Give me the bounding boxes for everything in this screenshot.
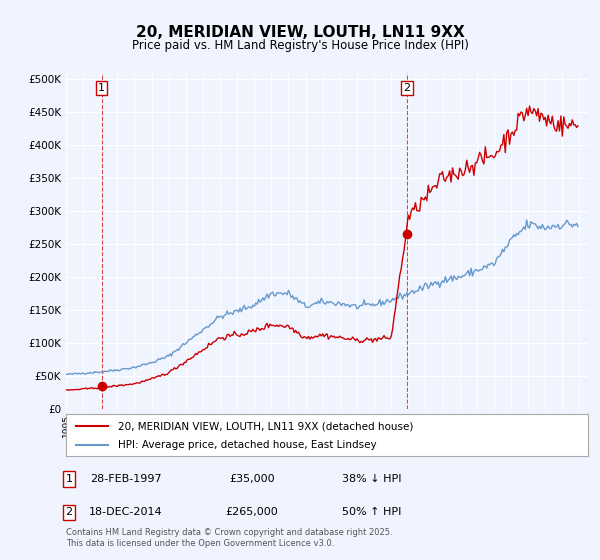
Text: HPI: Average price, detached house, East Lindsey: HPI: Average price, detached house, East…	[118, 440, 377, 450]
Text: 1: 1	[65, 474, 73, 484]
Text: 28-FEB-1997: 28-FEB-1997	[90, 474, 162, 484]
Text: Price paid vs. HM Land Registry's House Price Index (HPI): Price paid vs. HM Land Registry's House …	[131, 39, 469, 52]
Text: 50% ↑ HPI: 50% ↑ HPI	[343, 507, 401, 517]
Text: 38% ↓ HPI: 38% ↓ HPI	[342, 474, 402, 484]
Text: 2: 2	[65, 507, 73, 517]
Text: 20, MERIDIAN VIEW, LOUTH, LN11 9XX: 20, MERIDIAN VIEW, LOUTH, LN11 9XX	[136, 25, 464, 40]
Text: Contains HM Land Registry data © Crown copyright and database right 2025.
This d: Contains HM Land Registry data © Crown c…	[66, 528, 392, 548]
Text: £265,000: £265,000	[226, 507, 278, 517]
Text: £35,000: £35,000	[229, 474, 275, 484]
Text: 18-DEC-2014: 18-DEC-2014	[89, 507, 163, 517]
Text: 2: 2	[403, 83, 410, 93]
Text: 20, MERIDIAN VIEW, LOUTH, LN11 9XX (detached house): 20, MERIDIAN VIEW, LOUTH, LN11 9XX (deta…	[118, 421, 413, 431]
Text: 1: 1	[98, 83, 105, 93]
